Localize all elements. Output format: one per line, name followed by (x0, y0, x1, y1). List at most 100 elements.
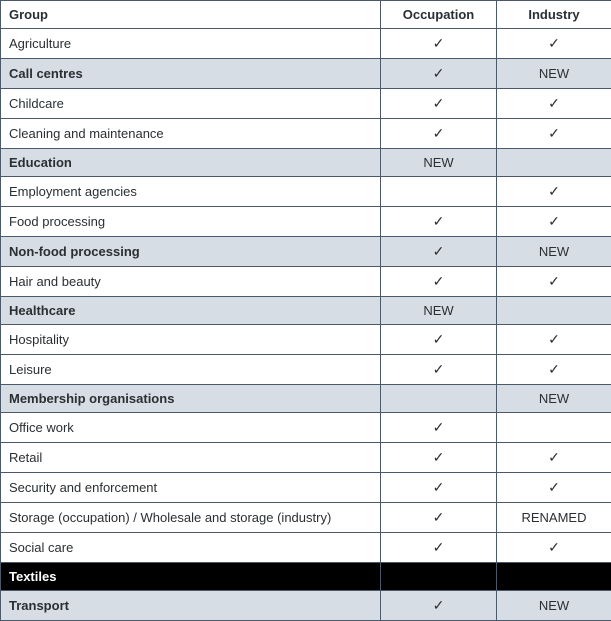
table-row: Employment agencies ✓ (1, 177, 611, 207)
check-icon: ✓ (433, 331, 445, 347)
cell-group: Retail (1, 443, 381, 473)
table-row: Leisure ✓ ✓ (1, 355, 611, 385)
table-row: Agriculture ✓ ✓ (1, 29, 611, 59)
cell-occupation: ✓ (381, 325, 497, 355)
table-row: Non-food processing✓NEW (1, 237, 611, 267)
check-icon: ✓ (548, 183, 560, 199)
cell-industry: ✓ (497, 533, 611, 563)
check-icon: ✓ (548, 449, 560, 465)
check-icon: ✓ (433, 361, 445, 377)
cell-group: Social care (1, 533, 381, 563)
cell-group: Transport (1, 591, 381, 621)
table-row: Food processing ✓ ✓ (1, 207, 611, 237)
cell-occupation: ✓ (381, 533, 497, 563)
cell-occupation: ✓ (381, 503, 497, 533)
cell-group: Healthcare (1, 297, 381, 325)
cell-group: Hair and beauty (1, 267, 381, 297)
cell-group: Hospitality (1, 325, 381, 355)
check-icon: ✓ (548, 331, 560, 347)
cell-group: Employment agencies (1, 177, 381, 207)
cell-industry (497, 413, 611, 443)
table-row: Hair and beauty ✓ ✓ (1, 267, 611, 297)
header-row: Group Occupation Industry (1, 1, 611, 29)
check-icon: ✓ (433, 35, 445, 51)
table-row: EducationNEW (1, 149, 611, 177)
table-row: Call centres ✓ NEW (1, 59, 611, 89)
cell-occupation (381, 385, 497, 413)
cell-occupation: ✓ (381, 89, 497, 119)
table-body: Agriculture✓✓Call centres✓NEWChildcare✓✓… (1, 29, 611, 621)
cell-occupation: NEW (381, 149, 497, 177)
cell-occupation: ✓ (381, 267, 497, 297)
cell-occupation: ✓ (381, 591, 497, 621)
cell-industry: NEW (497, 237, 611, 267)
cell-industry: ✓ (497, 29, 611, 59)
cell-industry: ✓ (497, 119, 611, 149)
check-icon: ✓ (548, 213, 560, 229)
cell-industry (497, 297, 611, 325)
table-row: HealthcareNEW (1, 297, 611, 325)
cell-occupation: ✓ (381, 29, 497, 59)
check-icon: ✓ (548, 95, 560, 111)
check-icon: ✓ (433, 449, 445, 465)
check-icon: ✓ (548, 273, 560, 289)
table-row: Cleaning and maintenance ✓ ✓ (1, 119, 611, 149)
check-icon: ✓ (433, 65, 445, 81)
cell-industry: ✓ (497, 443, 611, 473)
check-icon: ✓ (433, 509, 445, 525)
cell-group: Education (1, 149, 381, 177)
check-icon: ✓ (548, 125, 560, 141)
cell-occupation (381, 177, 497, 207)
check-icon: ✓ (433, 243, 445, 259)
cell-industry: ✓ (497, 207, 611, 237)
check-icon: ✓ (433, 95, 445, 111)
col-header-group: Group (1, 1, 381, 29)
cell-group: Office work (1, 413, 381, 443)
cell-group: Security and enforcement (1, 473, 381, 503)
cell-group: Agriculture (1, 29, 381, 59)
cell-group: Call centres (1, 59, 381, 89)
cell-industry: ✓ (497, 177, 611, 207)
check-icon: ✓ (433, 125, 445, 141)
cell-industry: ✓ (497, 325, 611, 355)
check-icon: ✓ (433, 479, 445, 495)
cell-occupation: ✓ (381, 237, 497, 267)
cell-industry: ✓ (497, 355, 611, 385)
cell-industry: NEW (497, 591, 611, 621)
check-icon: ✓ (548, 35, 560, 51)
table-container: Group Occupation Industry Agriculture✓✓C… (0, 0, 611, 621)
table-row: Hospitality ✓ ✓ (1, 325, 611, 355)
table-row: Office work ✓ (1, 413, 611, 443)
data-table: Group Occupation Industry Agriculture✓✓C… (0, 0, 611, 621)
cell-industry: ✓ (497, 89, 611, 119)
cell-group: Food processing (1, 207, 381, 237)
table-row: Childcare ✓ ✓ (1, 89, 611, 119)
table-row: Security and enforcement ✓ ✓ (1, 473, 611, 503)
check-icon: ✓ (548, 539, 560, 555)
cell-group: Storage (occupation) / Wholesale and sto… (1, 503, 381, 533)
cell-industry: ✓ (497, 473, 611, 503)
cell-occupation: ✓ (381, 473, 497, 503)
cell-occupation: ✓ (381, 443, 497, 473)
cell-occupation: ✓ (381, 413, 497, 443)
cell-industry: NEW (497, 59, 611, 89)
check-icon: ✓ (548, 479, 560, 495)
cell-group: Childcare (1, 89, 381, 119)
cell-industry: NEW (497, 385, 611, 413)
cell-industry: RENAMED (497, 503, 611, 533)
cell-industry (497, 149, 611, 177)
cell-industry: ✓ (497, 267, 611, 297)
check-icon: ✓ (433, 419, 445, 435)
table-row: Transport✓NEW (1, 591, 611, 621)
table-row: Membership organisationsNEW (1, 385, 611, 413)
table-row: Storage (occupation) / Wholesale and sto… (1, 503, 611, 533)
cell-occupation: ✓ (381, 355, 497, 385)
cell-occupation: NEW (381, 297, 497, 325)
table-row: Retail ✓ ✓ (1, 443, 611, 473)
check-icon: ✓ (433, 213, 445, 229)
cell-group: Leisure (1, 355, 381, 385)
cell-group: Cleaning and maintenance (1, 119, 381, 149)
check-icon: ✓ (433, 273, 445, 289)
check-icon: ✓ (433, 539, 445, 555)
check-icon: ✓ (548, 361, 560, 377)
